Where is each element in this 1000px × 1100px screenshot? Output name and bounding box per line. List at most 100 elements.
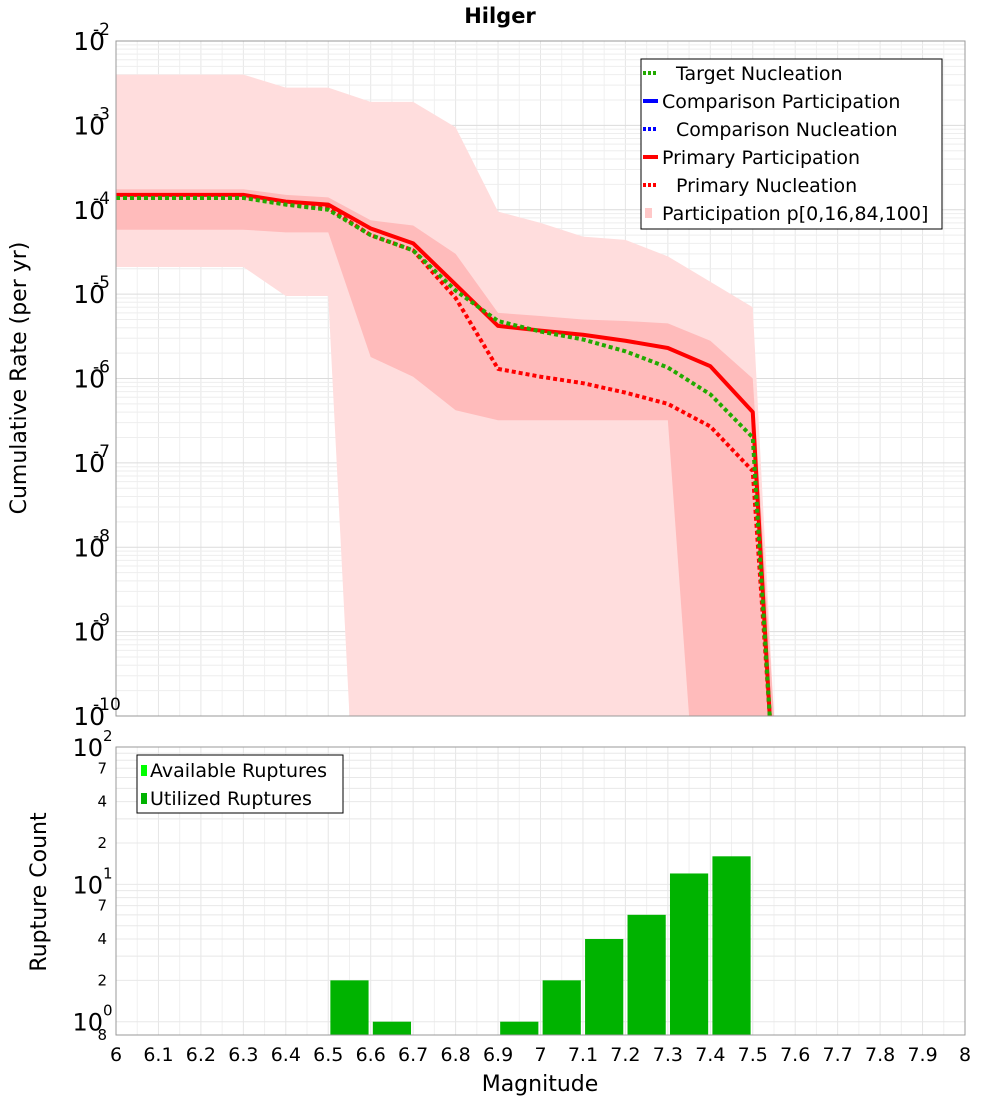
y-tick-minor: 2 [97,834,107,852]
target-nucleation-line [116,195,772,717]
bar [500,1021,539,1035]
bottom-y-tick: 2 [97,834,107,852]
x-tick-label: 7.2 [610,1044,640,1066]
y-tick-exponent: -6 [93,358,110,378]
y-tick-minor: 7 [97,897,107,915]
x-tick-label: 7.3 [653,1044,683,1066]
y-tick-base: 10 [73,702,105,731]
top-y-tick: 10-2 [73,20,110,56]
x-tick-label: 6 [110,1044,122,1066]
rate-lines [116,192,772,717]
y-tick-exponent: -3 [93,104,110,124]
x-tick-label: 6.7 [398,1044,428,1066]
y-tick-base: 10 [73,111,105,140]
bottom-y-tick: 2 [97,971,107,989]
bar [669,873,709,1035]
bar [627,914,666,1035]
rupture-bars [330,856,751,1035]
x-tick-label: 6.6 [356,1044,386,1066]
top-y-axis-label: Cumulative Rate (per yr) [7,242,32,515]
y-tick-base: 10 [73,280,105,309]
legend-swatch [645,208,652,218]
bottom-y-tick: 10 2 [72,727,112,762]
legend-item: Target Nucleation [643,63,843,85]
y-tick-base: 10 [72,1009,103,1037]
legend-label: Primary Participation [662,147,860,169]
x-tick-label: 6.1 [143,1044,173,1066]
bar [712,856,751,1035]
bottom-legend: Available Ruptures Utilized Ruptures [136,754,344,814]
bar [542,980,581,1035]
bottom-y-tick: 8 [97,1026,107,1044]
x-tick-label: 6.4 [271,1044,301,1066]
x-tick-label: 7.5 [738,1044,768,1066]
top-y-tick: 10-7 [73,442,110,478]
x-tick-label: 7.1 [568,1044,598,1066]
x-tick-label: 7.8 [865,1044,895,1066]
bottom-y-tick: 7 [97,897,107,915]
legend-label: Primary Nucleation [676,175,857,197]
y-tick-exponent: -9 [93,611,110,631]
bottom-y-tick: 7 [97,759,107,777]
legend-item: Available Ruptures [141,760,327,782]
legend-swatch [141,765,147,776]
primary-participation-line [116,192,772,717]
top-y-tick: 10-5 [73,273,110,309]
y-tick-exponent: -10 [93,695,121,715]
y-tick-base: 10 [73,618,105,647]
y-tick-base: 10 [73,365,105,394]
band-p16-p84 [116,189,774,717]
top-plot-frame [115,40,966,717]
y-tick-minor: 2 [97,971,107,989]
bar [585,939,624,1035]
legend-item: Comparison Nucleation [643,119,898,141]
legend-label: Target Nucleation [675,63,843,85]
legend-label: Utilized Ruptures [150,788,312,810]
legend-item: Primary Nucleation [643,175,857,197]
bottom-legend-box [136,754,344,814]
bottom-y-tick: 10 0 [72,1002,112,1037]
y-tick-base: 10 [73,196,105,225]
top-y-tick: 10-3 [73,104,110,140]
x-tick-label: 7 [534,1044,546,1066]
y-tick-exponent: 0 [103,1002,113,1020]
chart-title: Hilger [464,4,536,28]
y-tick-minor: 7 [97,759,107,777]
x-tick-label: 6.8 [440,1044,470,1066]
bar [372,1021,412,1035]
bar [330,980,369,1035]
top-y-tick: 10-8 [73,526,110,562]
top-legend-box [640,58,943,230]
legend-label: Comparison Participation [662,91,900,113]
x-tick-label: 6.3 [228,1044,258,1066]
bottom-gridlines [115,747,966,1035]
y-tick-exponent: -4 [93,189,110,209]
x-tick-label: 6.9 [483,1044,513,1066]
y-tick-exponent: -8 [93,526,110,546]
legend-item: Primary Participation [643,147,860,169]
y-tick-base: 10 [73,27,105,56]
top-y-tick: 10-10 [73,695,121,731]
y-tick-minor: 4 [97,793,107,811]
y-tick-base: 10 [72,871,103,899]
y-tick-minor: 8 [97,1026,107,1044]
bottom-y-tick: 4 [97,930,107,948]
y-tick-exponent: 1 [103,864,113,882]
legend-label: Available Ruptures [150,760,327,782]
x-tick-label: 7.7 [823,1044,853,1066]
bottom-y-tick: 10 1 [72,864,112,899]
x-tick-label: 7.9 [907,1044,937,1066]
y-tick-base: 10 [72,734,103,762]
bottom-y-axis-label: Rupture Count [27,812,52,972]
legend-item: Comparison Participation [643,91,900,113]
legend-swatch [141,793,147,804]
y-tick-base: 10 [73,533,105,562]
x-ticks: 6 6.1 6.2 6.3 6.4 6.5 6.6 6.7 6.8 6.9 7 7.1 7.2 7.3 7.… [110,1044,971,1066]
y-tick-exponent: -7 [93,442,110,462]
top-y-tick: 10-6 [73,358,110,394]
bottom-y-tick: 4 [97,793,107,811]
x-axis-label: Magnitude [482,1072,599,1097]
top-y-ticks: 10-210-310-410-510-610-710-810-910-10 [73,20,121,731]
x-tick-label: 8 [959,1044,971,1066]
